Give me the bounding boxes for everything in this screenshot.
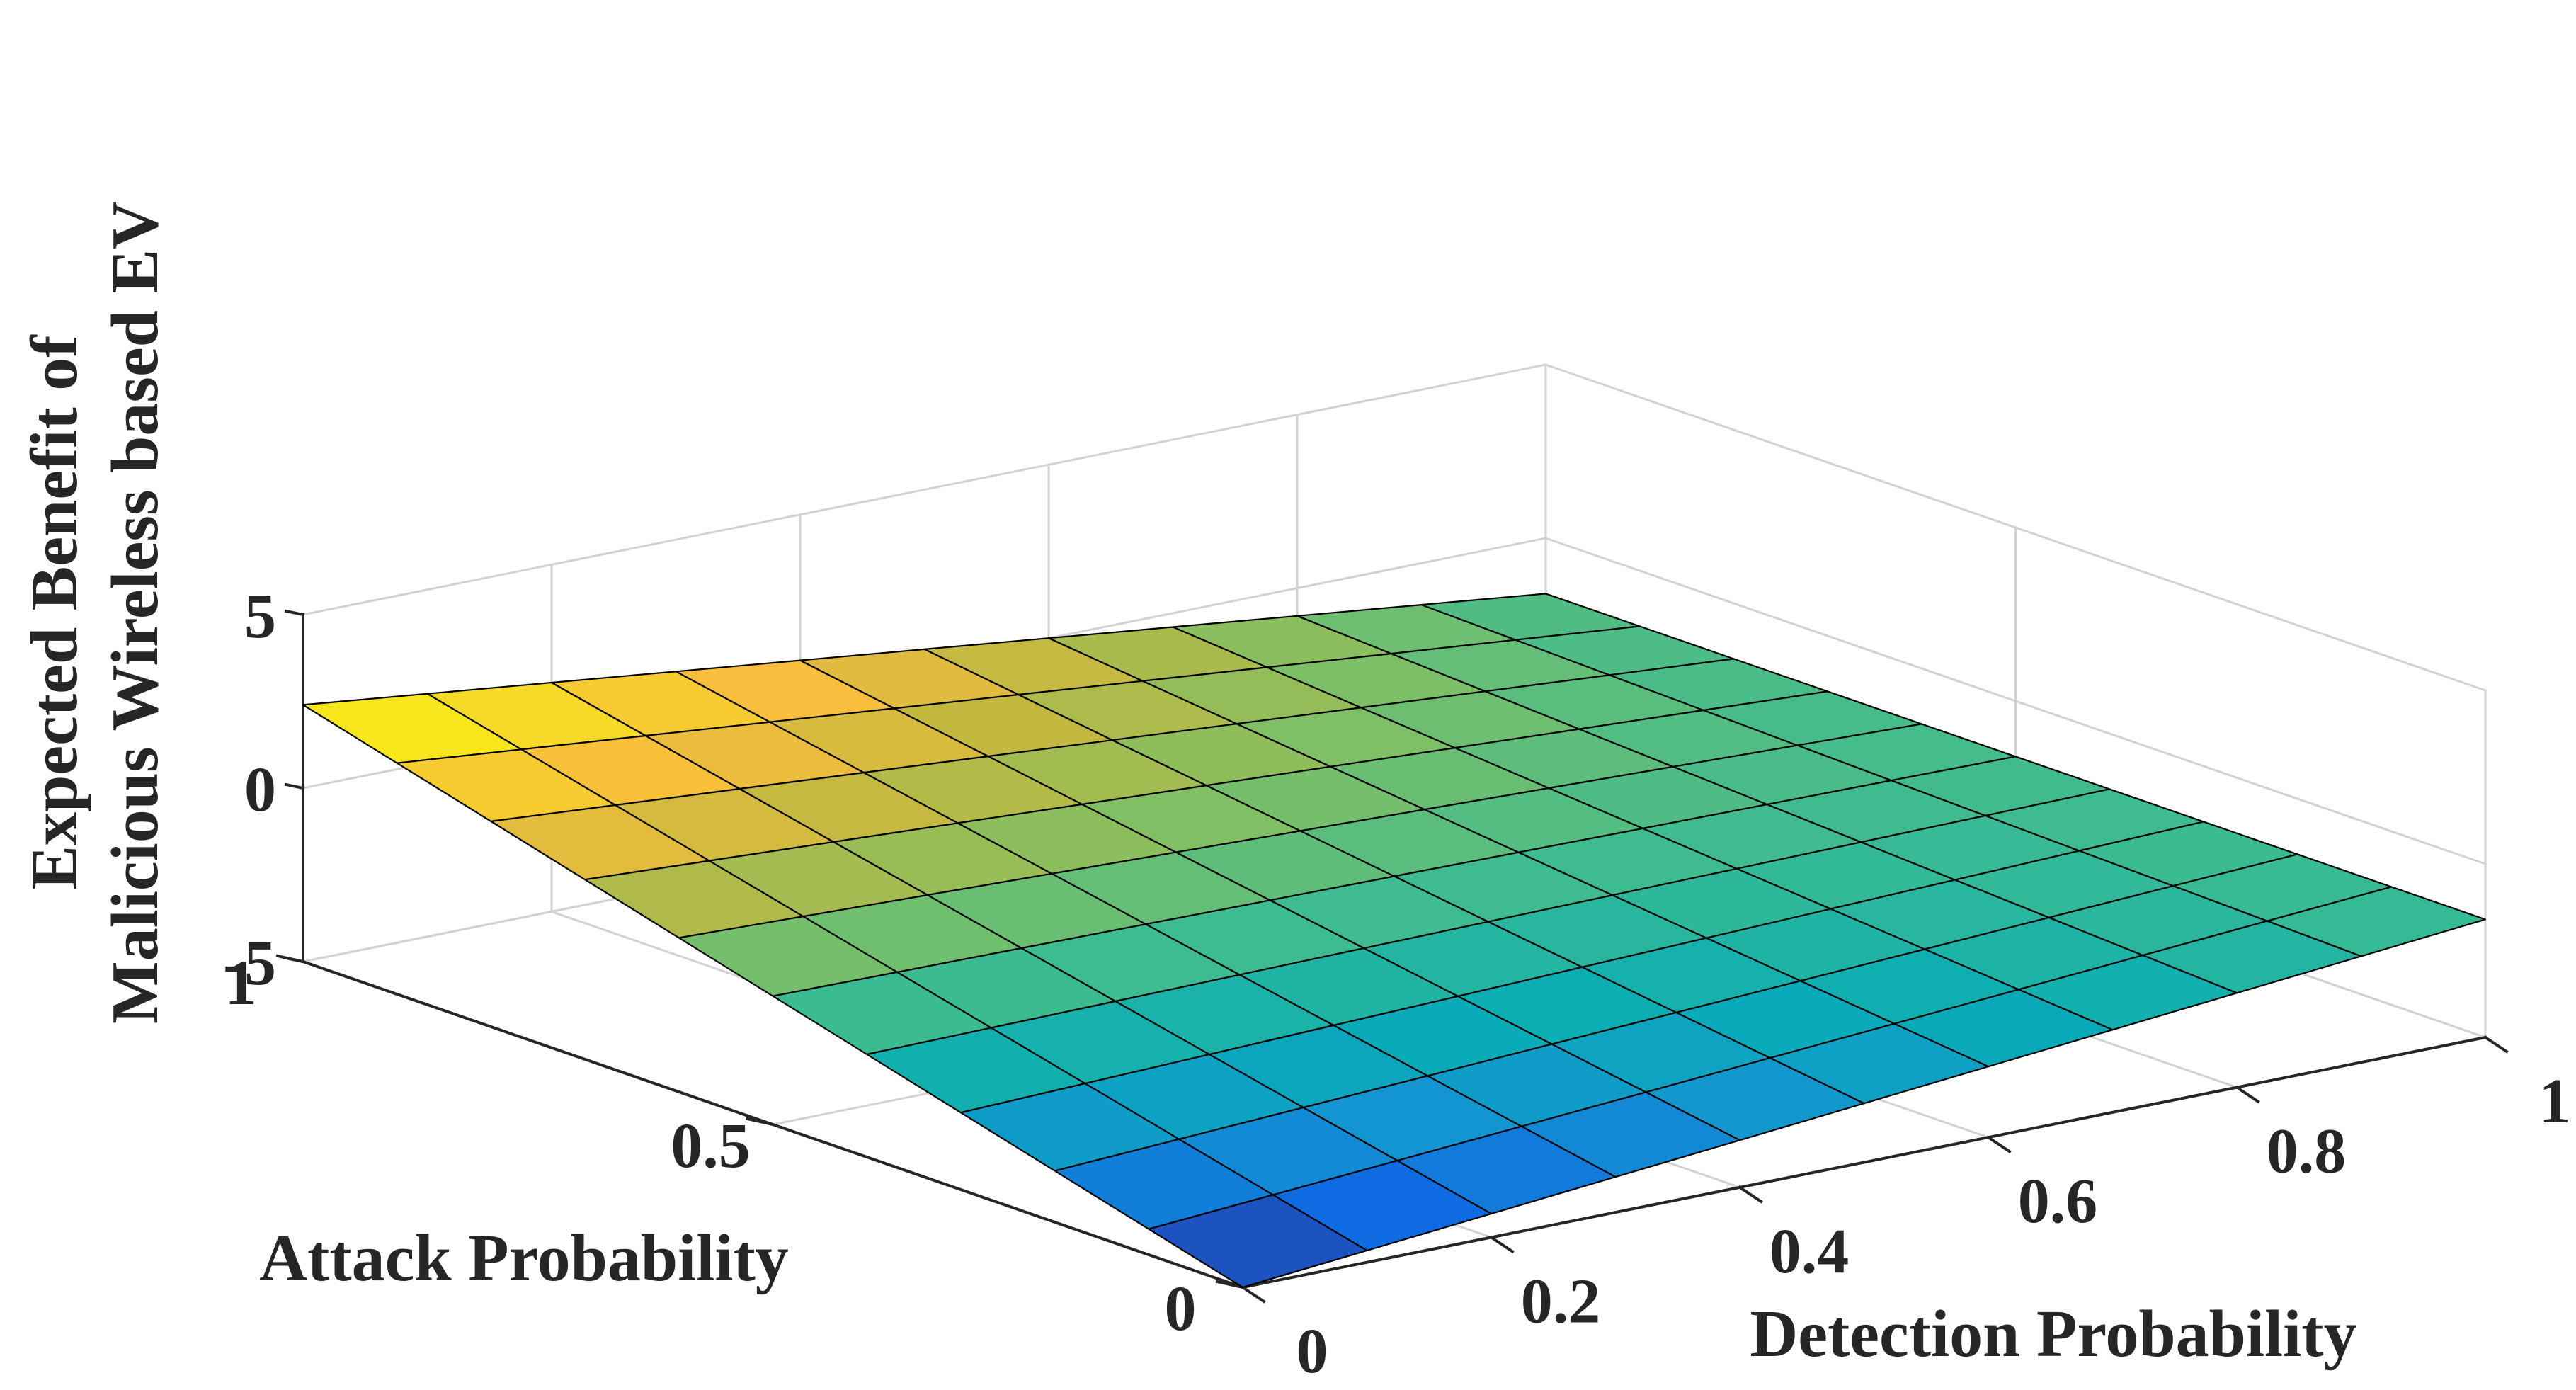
x-tick-mark-1 bbox=[1489, 1235, 1515, 1254]
y-tick-label-1: 0.5 bbox=[671, 1111, 751, 1181]
x-axis-line bbox=[1241, 1035, 2487, 1289]
z-tick-label-2: 5 bbox=[244, 581, 276, 651]
y-axis-label: Attack Probability bbox=[259, 1221, 789, 1295]
x-tick-mark-4 bbox=[2235, 1085, 2260, 1104]
backwall-gridline-z-2 bbox=[302, 363, 1547, 616]
z-tick-mark-0 bbox=[284, 956, 305, 964]
y-tick-mark-1 bbox=[746, 1117, 775, 1127]
y-tick-mark-0 bbox=[1215, 1280, 1245, 1289]
x-tick-mark-3 bbox=[1986, 1135, 2012, 1153]
sidewall-gridline-z-1 bbox=[1544, 537, 2487, 865]
x-tick-mark-5 bbox=[2483, 1035, 2509, 1054]
surface-cell-0-0 bbox=[1148, 1194, 1368, 1289]
x-tick-label-1: 0.2 bbox=[1521, 1266, 1601, 1336]
z-axis-label-line-2: Malicious Wireless based EV bbox=[98, 201, 172, 1024]
sidewall-gridline-z-2 bbox=[1544, 363, 2487, 692]
z-tick-label-0: -5 bbox=[223, 928, 276, 998]
x-tick-label-2: 0.4 bbox=[1769, 1217, 1850, 1287]
x-tick-label-4: 0.8 bbox=[2267, 1117, 2347, 1187]
axes bbox=[275, 609, 2509, 1304]
z-tick-mark-1 bbox=[284, 782, 305, 790]
x-tick-label-3: 0.6 bbox=[2018, 1166, 2098, 1236]
y-tick-label-2: 1 bbox=[225, 948, 257, 1018]
x-tick-mark-0 bbox=[1241, 1285, 1266, 1304]
z-axis-label-line-1: Expected Benefit of bbox=[18, 334, 91, 890]
x-axis-label: Detection Probability bbox=[1750, 1297, 2356, 1371]
z-tick-label-1: 0 bbox=[244, 755, 276, 825]
surface bbox=[302, 593, 2487, 1289]
y-tick-label-0: 0 bbox=[1165, 1274, 1197, 1344]
z-tick-mark-2 bbox=[284, 609, 305, 617]
x-tick-label-5: 1 bbox=[2539, 1066, 2571, 1137]
x-tick-mark-2 bbox=[1738, 1185, 1763, 1204]
x-tick-label-0: 0 bbox=[1296, 1316, 1328, 1386]
